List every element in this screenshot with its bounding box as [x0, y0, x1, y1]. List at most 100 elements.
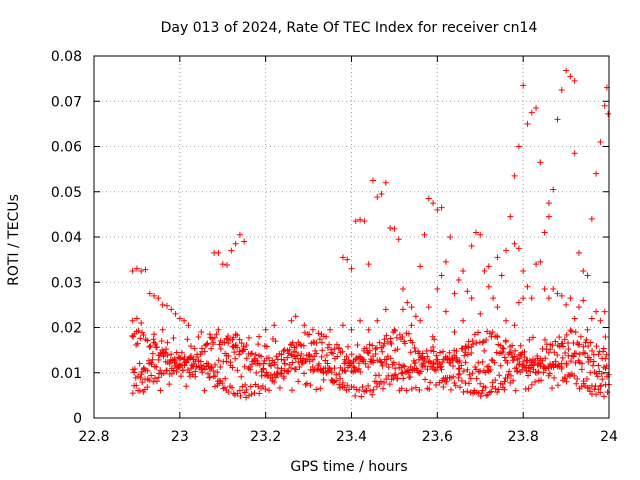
data-point: [571, 315, 578, 322]
data-point: [365, 261, 372, 268]
data-point: [318, 339, 325, 346]
data-point: [236, 231, 243, 238]
data-point: [163, 367, 170, 374]
data-point: [521, 354, 528, 361]
data-point: [408, 386, 415, 393]
data-point: [424, 366, 431, 373]
data-point: [447, 359, 454, 366]
data-point: [479, 358, 486, 365]
data-point: [243, 355, 250, 362]
data-point: [438, 272, 445, 279]
data-point: [320, 376, 327, 383]
data-point: [563, 331, 570, 338]
data-point: [582, 339, 589, 346]
data-point: [225, 340, 232, 347]
data-point: [515, 245, 522, 252]
data-point: [455, 365, 462, 372]
data-point: [366, 347, 373, 354]
data-point: [605, 110, 612, 117]
data-point: [421, 231, 428, 238]
data-point: [352, 356, 359, 363]
data-point: [238, 373, 245, 380]
data-point: [567, 73, 574, 80]
data-point: [147, 342, 154, 349]
data-point: [520, 295, 527, 302]
data-point: [318, 353, 325, 360]
data-point: [150, 378, 157, 385]
data-point: [512, 387, 519, 394]
x-axis-label: GPS time / hours: [290, 459, 407, 475]
data-point: [464, 288, 471, 295]
data-point: [159, 301, 166, 308]
data-point: [224, 262, 231, 269]
data-point: [494, 389, 501, 396]
data-point: [151, 375, 158, 382]
data-point: [455, 371, 462, 378]
data-point: [465, 344, 472, 351]
data-point: [151, 331, 158, 338]
data-point: [185, 322, 192, 329]
data-point: [345, 357, 352, 364]
data-point: [576, 341, 583, 348]
data-point: [138, 319, 145, 326]
data-point: [387, 355, 394, 362]
data-point: [472, 229, 479, 236]
data-point: [531, 378, 538, 385]
data-point: [206, 331, 213, 338]
data-point: [262, 386, 269, 393]
data-point: [453, 347, 460, 354]
data-point: [497, 362, 504, 369]
data-point: [531, 358, 538, 365]
data-point: [393, 334, 400, 341]
data-point: [524, 120, 531, 127]
data-point: [383, 332, 390, 339]
data-point: [151, 292, 158, 299]
data-point: [450, 362, 457, 369]
data-point: [225, 333, 232, 340]
data-point: [353, 386, 360, 393]
data-point: [390, 359, 397, 366]
data-point: [550, 286, 557, 293]
data-point: [456, 357, 463, 364]
data-point: [600, 345, 607, 352]
data-point: [234, 344, 241, 351]
data-point: [238, 340, 245, 347]
data-point: [153, 363, 160, 370]
data-point: [245, 365, 252, 372]
data-point: [345, 343, 352, 350]
data-point: [541, 229, 548, 236]
data-point: [503, 317, 509, 324]
data-point: [578, 360, 585, 367]
data-point: [292, 366, 299, 373]
data-point: [501, 386, 508, 393]
data-point: [266, 387, 273, 394]
data-point: [245, 392, 252, 399]
data-point: [588, 315, 595, 322]
data-point: [528, 381, 535, 388]
data-point: [337, 375, 344, 382]
data-point: [230, 334, 237, 341]
data-point: [525, 365, 532, 372]
data-point: [421, 356, 428, 363]
y-tick-label: 0.05: [51, 185, 82, 201]
data-point: [217, 345, 224, 352]
x-tick-label: 23.4: [336, 429, 367, 445]
data-point: [271, 378, 278, 385]
data-point: [578, 366, 585, 373]
data-point: [355, 360, 362, 367]
data-point: [537, 363, 544, 370]
data-point: [602, 355, 609, 362]
data-point: [138, 267, 145, 274]
data-point: [595, 362, 602, 369]
data-point: [403, 387, 410, 394]
data-point: [313, 339, 320, 346]
data-point: [473, 340, 480, 347]
data-point: [486, 330, 493, 337]
data-point: [288, 317, 295, 324]
data-point: [597, 138, 604, 145]
data-point: [325, 364, 332, 371]
data-point: [247, 383, 254, 390]
axes: 22.8 23 23.2 23.4 23.6 23.8 24 0 0.01 0.02 0.03 0.0…: [51, 49, 618, 445]
data-point: [417, 317, 424, 324]
